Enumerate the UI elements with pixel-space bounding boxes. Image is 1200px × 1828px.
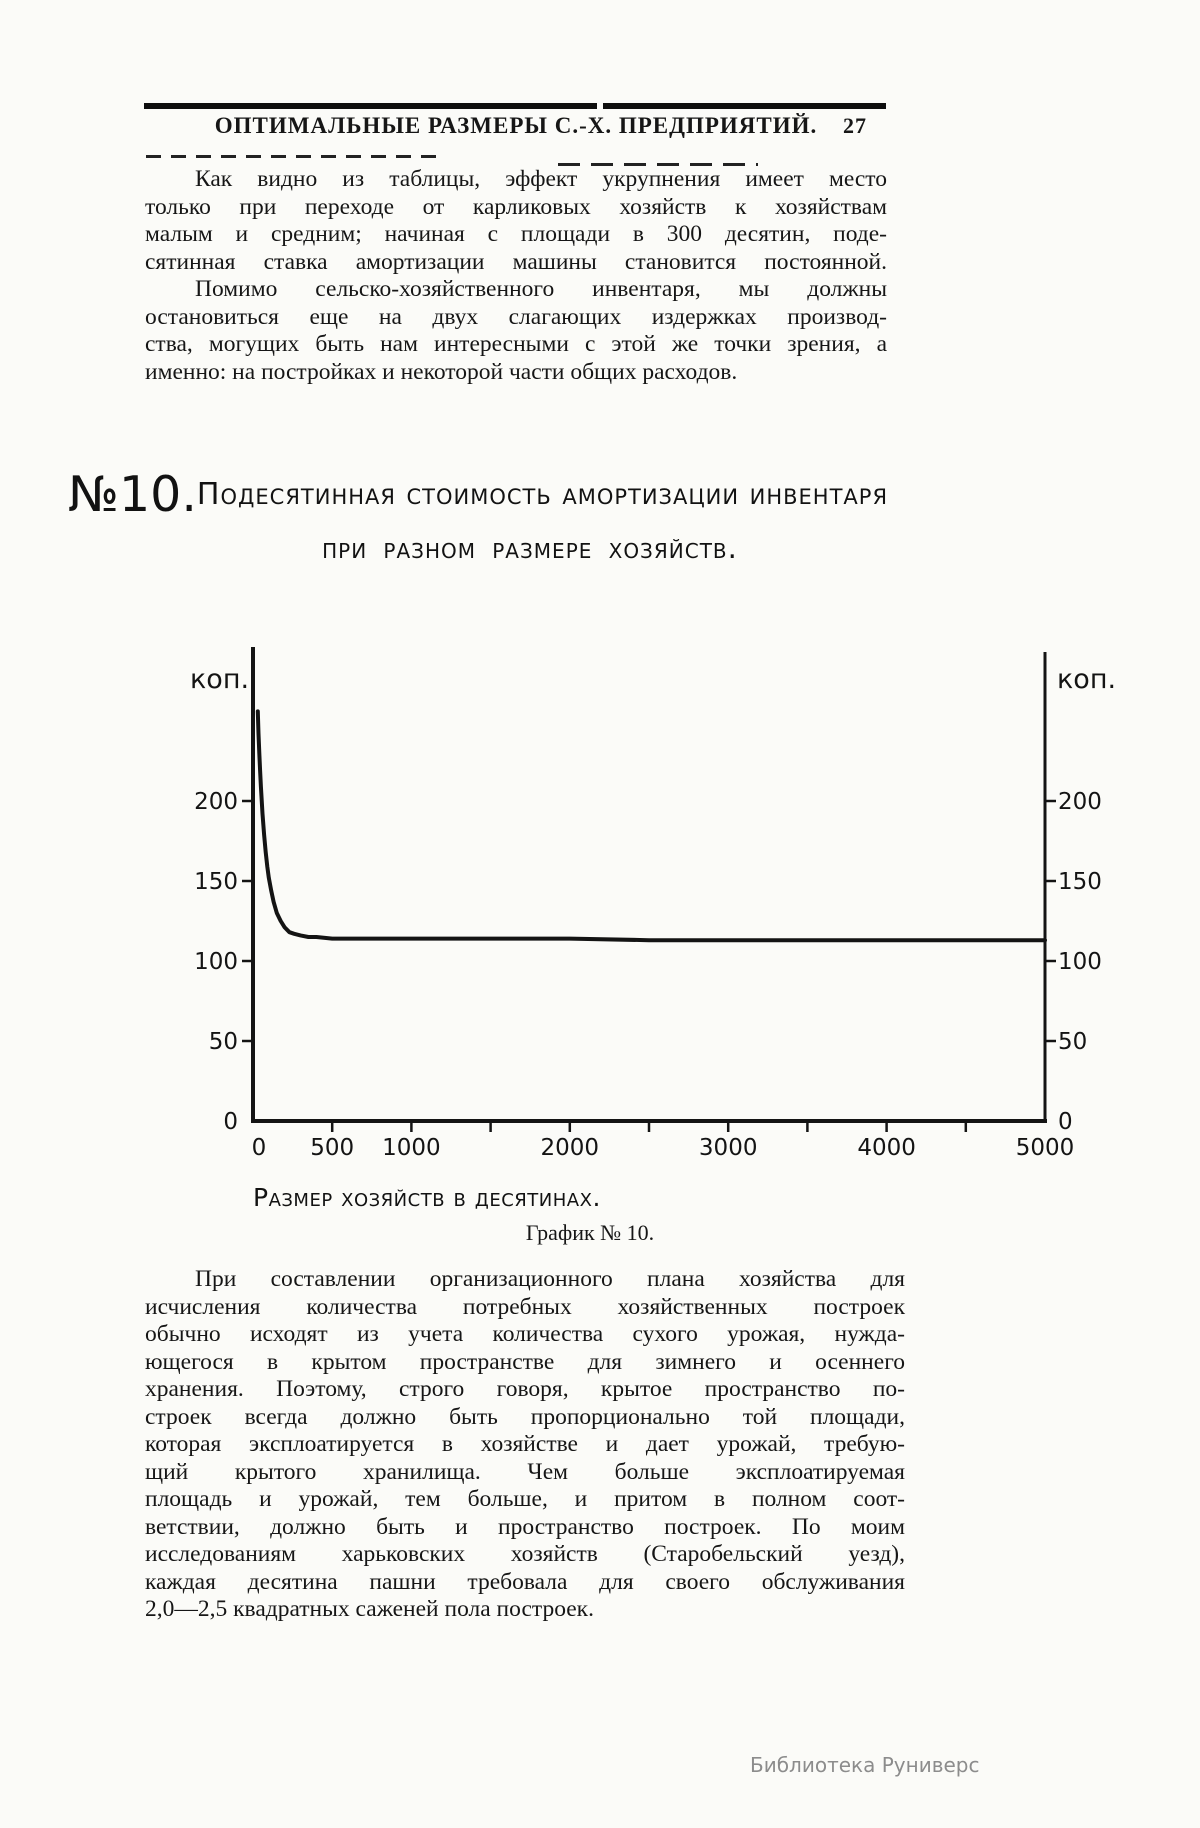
y-axis-unit-right: коп.	[1057, 664, 1116, 695]
page-number: 27	[843, 113, 867, 138]
text-line: только при переходе от карликовых хозяйс…	[145, 193, 887, 220]
x-tick-label: 1000	[382, 1135, 441, 1161]
text-line: каждая десятина пашни требовала для свое…	[145, 1568, 905, 1595]
text-line: сятинная ставка амортизации машины стано…	[145, 248, 887, 275]
text-line: ющегося в крытом пространстве для зимнег…	[145, 1348, 905, 1375]
y-tick-label-left: 150	[194, 869, 238, 895]
header-rule-right	[603, 103, 886, 109]
y-axis-unit-left: коп.	[190, 664, 249, 695]
text-line: строек всегда должно быть пропорциональн…	[145, 1403, 905, 1430]
data-curve	[255, 709, 1047, 943]
text-line: Помимо сельско-хозяйственного инвентаря,…	[195, 276, 887, 302]
text-line: При составлении организационного плана х…	[195, 1266, 905, 1292]
text-line: малым и средним; начиная с площади в 300…	[145, 221, 887, 247]
text-line: площадь и урожай, тем больше, и притом в…	[145, 1486, 905, 1512]
figure-title-line1: №10.Подесятинная стоимость амортизации и…	[68, 466, 888, 523]
text-line: остановиться еще на двух слагающих издер…	[145, 303, 887, 330]
text-line: 2,0—2,5 квадратных саженей пола построек…	[145, 1596, 594, 1622]
x-tick-label: 2000	[541, 1135, 600, 1161]
running-head-title: ОПТИМАЛЬНЫЕ РАЗМЕРЫ С.-Х. ПРЕДПРИЯТИЙ.	[214, 113, 818, 138]
x-tick-label: 3000	[699, 1135, 758, 1161]
text-line: Как видно из таблицы, эффект укрупнения …	[195, 166, 887, 192]
y-tick-label-right: 0	[1058, 1109, 1073, 1135]
y-tick-label-left: 50	[209, 1029, 238, 1055]
y-tick-label-left: 100	[194, 949, 238, 975]
paragraph-3: При составлении организационного плана х…	[145, 1266, 905, 1624]
header-rule-left	[144, 103, 597, 109]
figure-number: №10.	[68, 466, 197, 523]
text-line: обычно исходят из учета количества сухог…	[145, 1321, 905, 1347]
library-watermark: Библиотека Руниверс	[750, 1753, 980, 1777]
figure-caption: График № 10.	[525, 1220, 655, 1245]
x-tick-label: 0	[252, 1135, 267, 1161]
y-tick-label-right: 50	[1058, 1029, 1087, 1055]
x-tick-label: 5000	[1016, 1135, 1075, 1161]
x-tick-label: 500	[310, 1135, 354, 1161]
text-line: именно: на постройках и некоторой части …	[145, 358, 738, 385]
header-underline-left	[146, 155, 438, 158]
y-tick-label-left: 0	[223, 1109, 238, 1135]
paragraph-2: Помимо сельско-хозяйственного инвентаря,…	[145, 276, 887, 386]
header-underline-right	[558, 163, 758, 166]
text-line: которая эксплоатируется в хозяйстве и да…	[145, 1431, 905, 1457]
y-tick-label-right: 200	[1058, 789, 1102, 815]
figure-title-line2: при разном размере хозяйств.	[322, 531, 738, 565]
text-line: хранения. Поэтому, строго говоря, крытое…	[145, 1376, 905, 1402]
chart-x-axis-label: Размер хозяйств в десятинах.	[253, 1183, 601, 1212]
y-tick-label-right: 100	[1058, 949, 1102, 975]
text-line: ства, могущих быть нам интересными с это…	[145, 331, 887, 357]
y-tick-label-left: 200	[194, 789, 238, 815]
text-line: исчисления количества потребных хозяйств…	[145, 1293, 905, 1320]
paragraph-1: Как видно из таблицы, эффект укрупнения …	[145, 166, 887, 276]
figure-title-text: Подесятинная стоимость амортизации инвен…	[196, 477, 889, 512]
x-tick-label: 4000	[857, 1135, 916, 1161]
text-line: щий крытого хранилища. Чем больше экспло…	[145, 1458, 905, 1485]
y-tick-label-right: 150	[1058, 869, 1102, 895]
text-line: исследованиям харьковских хозяйств (Стар…	[145, 1541, 905, 1567]
text-line: ветствии, должно быть и пространство пос…	[145, 1513, 905, 1540]
